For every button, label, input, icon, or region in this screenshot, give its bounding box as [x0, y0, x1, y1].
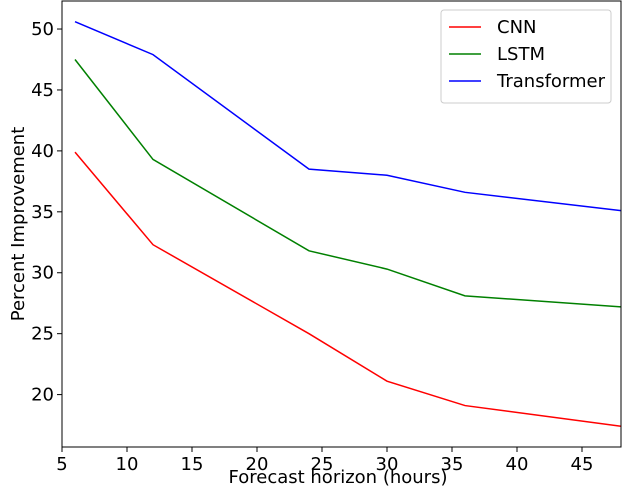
x-tick-label: 35 — [441, 454, 464, 475]
legend-label: CNN — [497, 17, 537, 38]
legend-label: LSTM — [497, 44, 545, 65]
x-axis-label: Forecast horizon (hours) — [229, 467, 448, 488]
series-line — [74, 151, 621, 428]
plot-frame — [61, 0, 622, 448]
y-tick-label: 40 — [31, 141, 54, 162]
x-tick-label: 25 — [311, 454, 334, 475]
series-line — [74, 59, 621, 308]
y-tick-label: 20 — [31, 385, 54, 406]
legend-label: Transformer — [496, 71, 606, 92]
series-line — [74, 21, 621, 212]
y-tick-label: 25 — [31, 324, 54, 345]
y-tick-label: 45 — [31, 80, 54, 101]
y-tick-label: 50 — [31, 19, 54, 40]
x-tick-label: 20 — [246, 454, 269, 475]
x-tick-label: 10 — [116, 454, 139, 475]
x-tick-label: 45 — [571, 454, 594, 475]
x-tick-label: 40 — [506, 454, 529, 475]
x-tick-label: 5 — [56, 454, 67, 475]
y-tick-label: 35 — [31, 202, 54, 223]
y-axis-label: Percent Improvement — [8, 127, 29, 322]
x-tick-label: 30 — [376, 454, 399, 475]
x-tick-label: 15 — [181, 454, 204, 475]
y-tick-label: 30 — [31, 263, 54, 284]
legend-box — [440, 9, 612, 104]
